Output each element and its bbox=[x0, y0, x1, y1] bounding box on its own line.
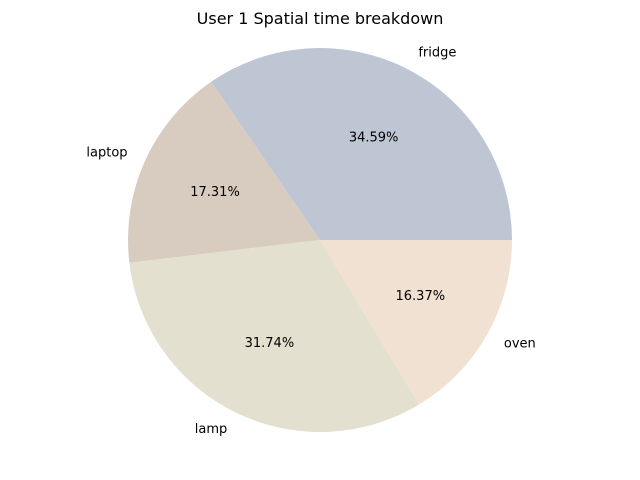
pie-slice-laptop bbox=[128, 81, 320, 263]
pie-slice-fridge bbox=[211, 47, 512, 240]
pie-pct-laptop: 17.31% bbox=[190, 185, 240, 200]
pie-labels: fridge 34.59% laptop 17.31% lamp 31.74% oven 16… bbox=[86, 46, 535, 438]
pie-slice-lamp bbox=[129, 240, 420, 432]
pie-label-lamp: lamp bbox=[195, 422, 228, 437]
chart-title: User 1 Spatial time breakdown bbox=[197, 9, 444, 28]
pie-label-laptop: laptop bbox=[86, 145, 127, 160]
pie-pct-fridge: 34.59% bbox=[349, 131, 399, 146]
pie-label-fridge: fridge bbox=[418, 46, 456, 61]
pie-pct-oven: 16.37% bbox=[396, 289, 446, 304]
pie-pct-lamp: 31.74% bbox=[245, 336, 295, 351]
pie-label-oven: oven bbox=[504, 336, 536, 351]
pie-slice-oven bbox=[320, 240, 512, 405]
pie-slices bbox=[128, 47, 512, 432]
